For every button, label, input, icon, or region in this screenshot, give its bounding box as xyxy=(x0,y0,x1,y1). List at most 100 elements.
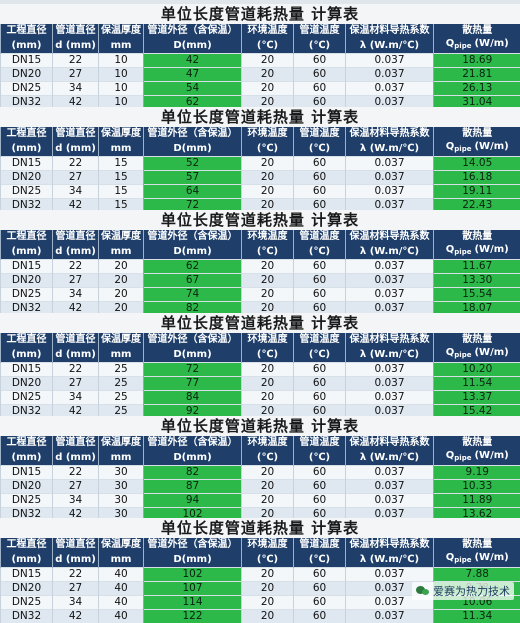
unit-label: (W/m) xyxy=(474,347,508,358)
heat-loss-table: 工程直径管道直径保温厚度管道外径（含保温）环境温度管道温度保温材料导热系数散热量… xyxy=(0,436,520,521)
column-header: (℃) xyxy=(242,346,294,363)
table-cell: 15 xyxy=(99,185,144,199)
column-header: (℃) xyxy=(294,140,346,157)
table-cell: 34 xyxy=(53,185,99,199)
table-cell: 60 xyxy=(294,391,346,405)
table-cell: 11.89 xyxy=(434,494,520,508)
table-cell: 20 xyxy=(242,582,294,596)
header-row: 工程直径管道直径保温厚度管道外径（含保温）环境温度管道温度保温材料导热系数散热量 xyxy=(1,333,520,346)
table-cell: 60 xyxy=(294,157,346,171)
table-cell: 84 xyxy=(144,391,242,405)
table-cell: 20 xyxy=(242,260,294,274)
column-header: 保温材料导热系数 xyxy=(346,436,434,449)
table-cell: 20 xyxy=(242,466,294,480)
column-header: mm xyxy=(99,243,144,260)
table-cell: 10 xyxy=(99,54,144,68)
table-cell: DN25 xyxy=(1,288,53,302)
table-cell: DN25 xyxy=(1,596,53,610)
table-cell: 0.037 xyxy=(346,274,434,288)
table-cell: 16.18 xyxy=(434,171,520,185)
column-header: 管道温度 xyxy=(294,24,346,37)
table-cell: 34 xyxy=(53,288,99,302)
column-header: 管道外径（含保温） xyxy=(144,127,242,140)
unit-label: (W/m) xyxy=(474,244,508,255)
table-cell: 60 xyxy=(294,68,346,82)
column-header: mm xyxy=(99,449,144,466)
table-cell: 20 xyxy=(242,480,294,494)
table-cell: 27 xyxy=(53,377,99,391)
column-header: mm xyxy=(99,551,144,568)
table-cell: 60 xyxy=(294,582,346,596)
column-header: (℃) xyxy=(294,551,346,568)
table-cell: 21.81 xyxy=(434,68,520,82)
column-header: 管道直径 xyxy=(53,127,99,140)
table-cell: 0.037 xyxy=(346,288,434,302)
table-cell: 52 xyxy=(144,157,242,171)
column-header: Qpipe(W/m) xyxy=(434,37,520,54)
table-cell: 114 xyxy=(144,596,242,610)
table-title: 单位长度管道耗热量 计算表 xyxy=(0,518,520,538)
table-cell: 60 xyxy=(294,82,346,96)
column-header: Qpipe(W/m) xyxy=(434,140,520,157)
column-header: λ (W.m/℃) xyxy=(346,346,434,363)
column-header: d (mm) xyxy=(53,551,99,568)
column-header: 保温厚度 xyxy=(99,436,144,449)
column-header: λ (W.m/℃) xyxy=(346,551,434,568)
table-cell: 40 xyxy=(99,596,144,610)
unit-label: (W/m) xyxy=(474,552,508,563)
table-cell: 27 xyxy=(53,582,99,596)
table-cell: 18.69 xyxy=(434,54,520,68)
table-cell: 20 xyxy=(242,82,294,96)
table-cell: 10 xyxy=(99,82,144,96)
column-header: λ (W.m/℃) xyxy=(346,140,434,157)
column-header: 保温厚度 xyxy=(99,24,144,37)
table-cell: 60 xyxy=(294,480,346,494)
column-header: 管道外径（含保温） xyxy=(144,24,242,37)
table-cell: 22 xyxy=(53,157,99,171)
unit-label: (W/m) xyxy=(474,141,508,152)
table-cell: 60 xyxy=(294,610,346,623)
table-cell: 7.88 xyxy=(434,568,520,582)
table-cell: 20 xyxy=(99,288,144,302)
table-cell: 0.037 xyxy=(346,185,434,199)
column-header: 管道温度 xyxy=(294,333,346,346)
header-row: 工程直径管道直径保温厚度管道外径（含保温）环境温度管道温度保温材料导热系数散热量 xyxy=(1,230,520,243)
table-cell: 14.05 xyxy=(434,157,520,171)
column-header: D(mm) xyxy=(144,140,242,157)
column-header: 工程直径 xyxy=(1,230,53,243)
column-header: Qpipe(W/m) xyxy=(434,551,520,568)
header-row: 工程直径管道直径保温厚度管道外径（含保温）环境温度管道温度保温材料导热系数散热量 xyxy=(1,436,520,449)
table-cell: 40 xyxy=(99,568,144,582)
table-cell: 15 xyxy=(99,157,144,171)
table-cell: DN15 xyxy=(1,54,53,68)
table-cell: 20 xyxy=(242,54,294,68)
column-header: 管道温度 xyxy=(294,436,346,449)
column-header: 工程直径 xyxy=(1,127,53,140)
column-header: 管道外径（含保温） xyxy=(144,436,242,449)
column-header: (℃) xyxy=(294,37,346,54)
table-cell: 60 xyxy=(294,260,346,274)
table-cell: 60 xyxy=(294,54,346,68)
table-cell: 60 xyxy=(294,185,346,199)
table-cell: 42 xyxy=(144,54,242,68)
table-cell: 0.037 xyxy=(346,494,434,508)
table-cell: 60 xyxy=(294,466,346,480)
column-header: 管道直径 xyxy=(53,24,99,37)
column-header: Qpipe(W/m) xyxy=(434,346,520,363)
column-header: Qpipe(W/m) xyxy=(434,243,520,260)
table-cell: 30 xyxy=(99,494,144,508)
heat-loss-table: 工程直径管道直径保温厚度管道外径（含保温）环境温度管道温度保温材料导热系数散热量… xyxy=(0,538,520,623)
table-cell: DN20 xyxy=(1,480,53,494)
q-subscript: pipe xyxy=(454,556,471,564)
table-cell: 0.037 xyxy=(346,610,434,623)
column-header: 散热量 xyxy=(434,436,520,449)
header-row: 工程直径管道直径保温厚度管道外径（含保温）环境温度管道温度保温材料导热系数散热量 xyxy=(1,24,520,37)
table-cell: 13.30 xyxy=(434,274,520,288)
